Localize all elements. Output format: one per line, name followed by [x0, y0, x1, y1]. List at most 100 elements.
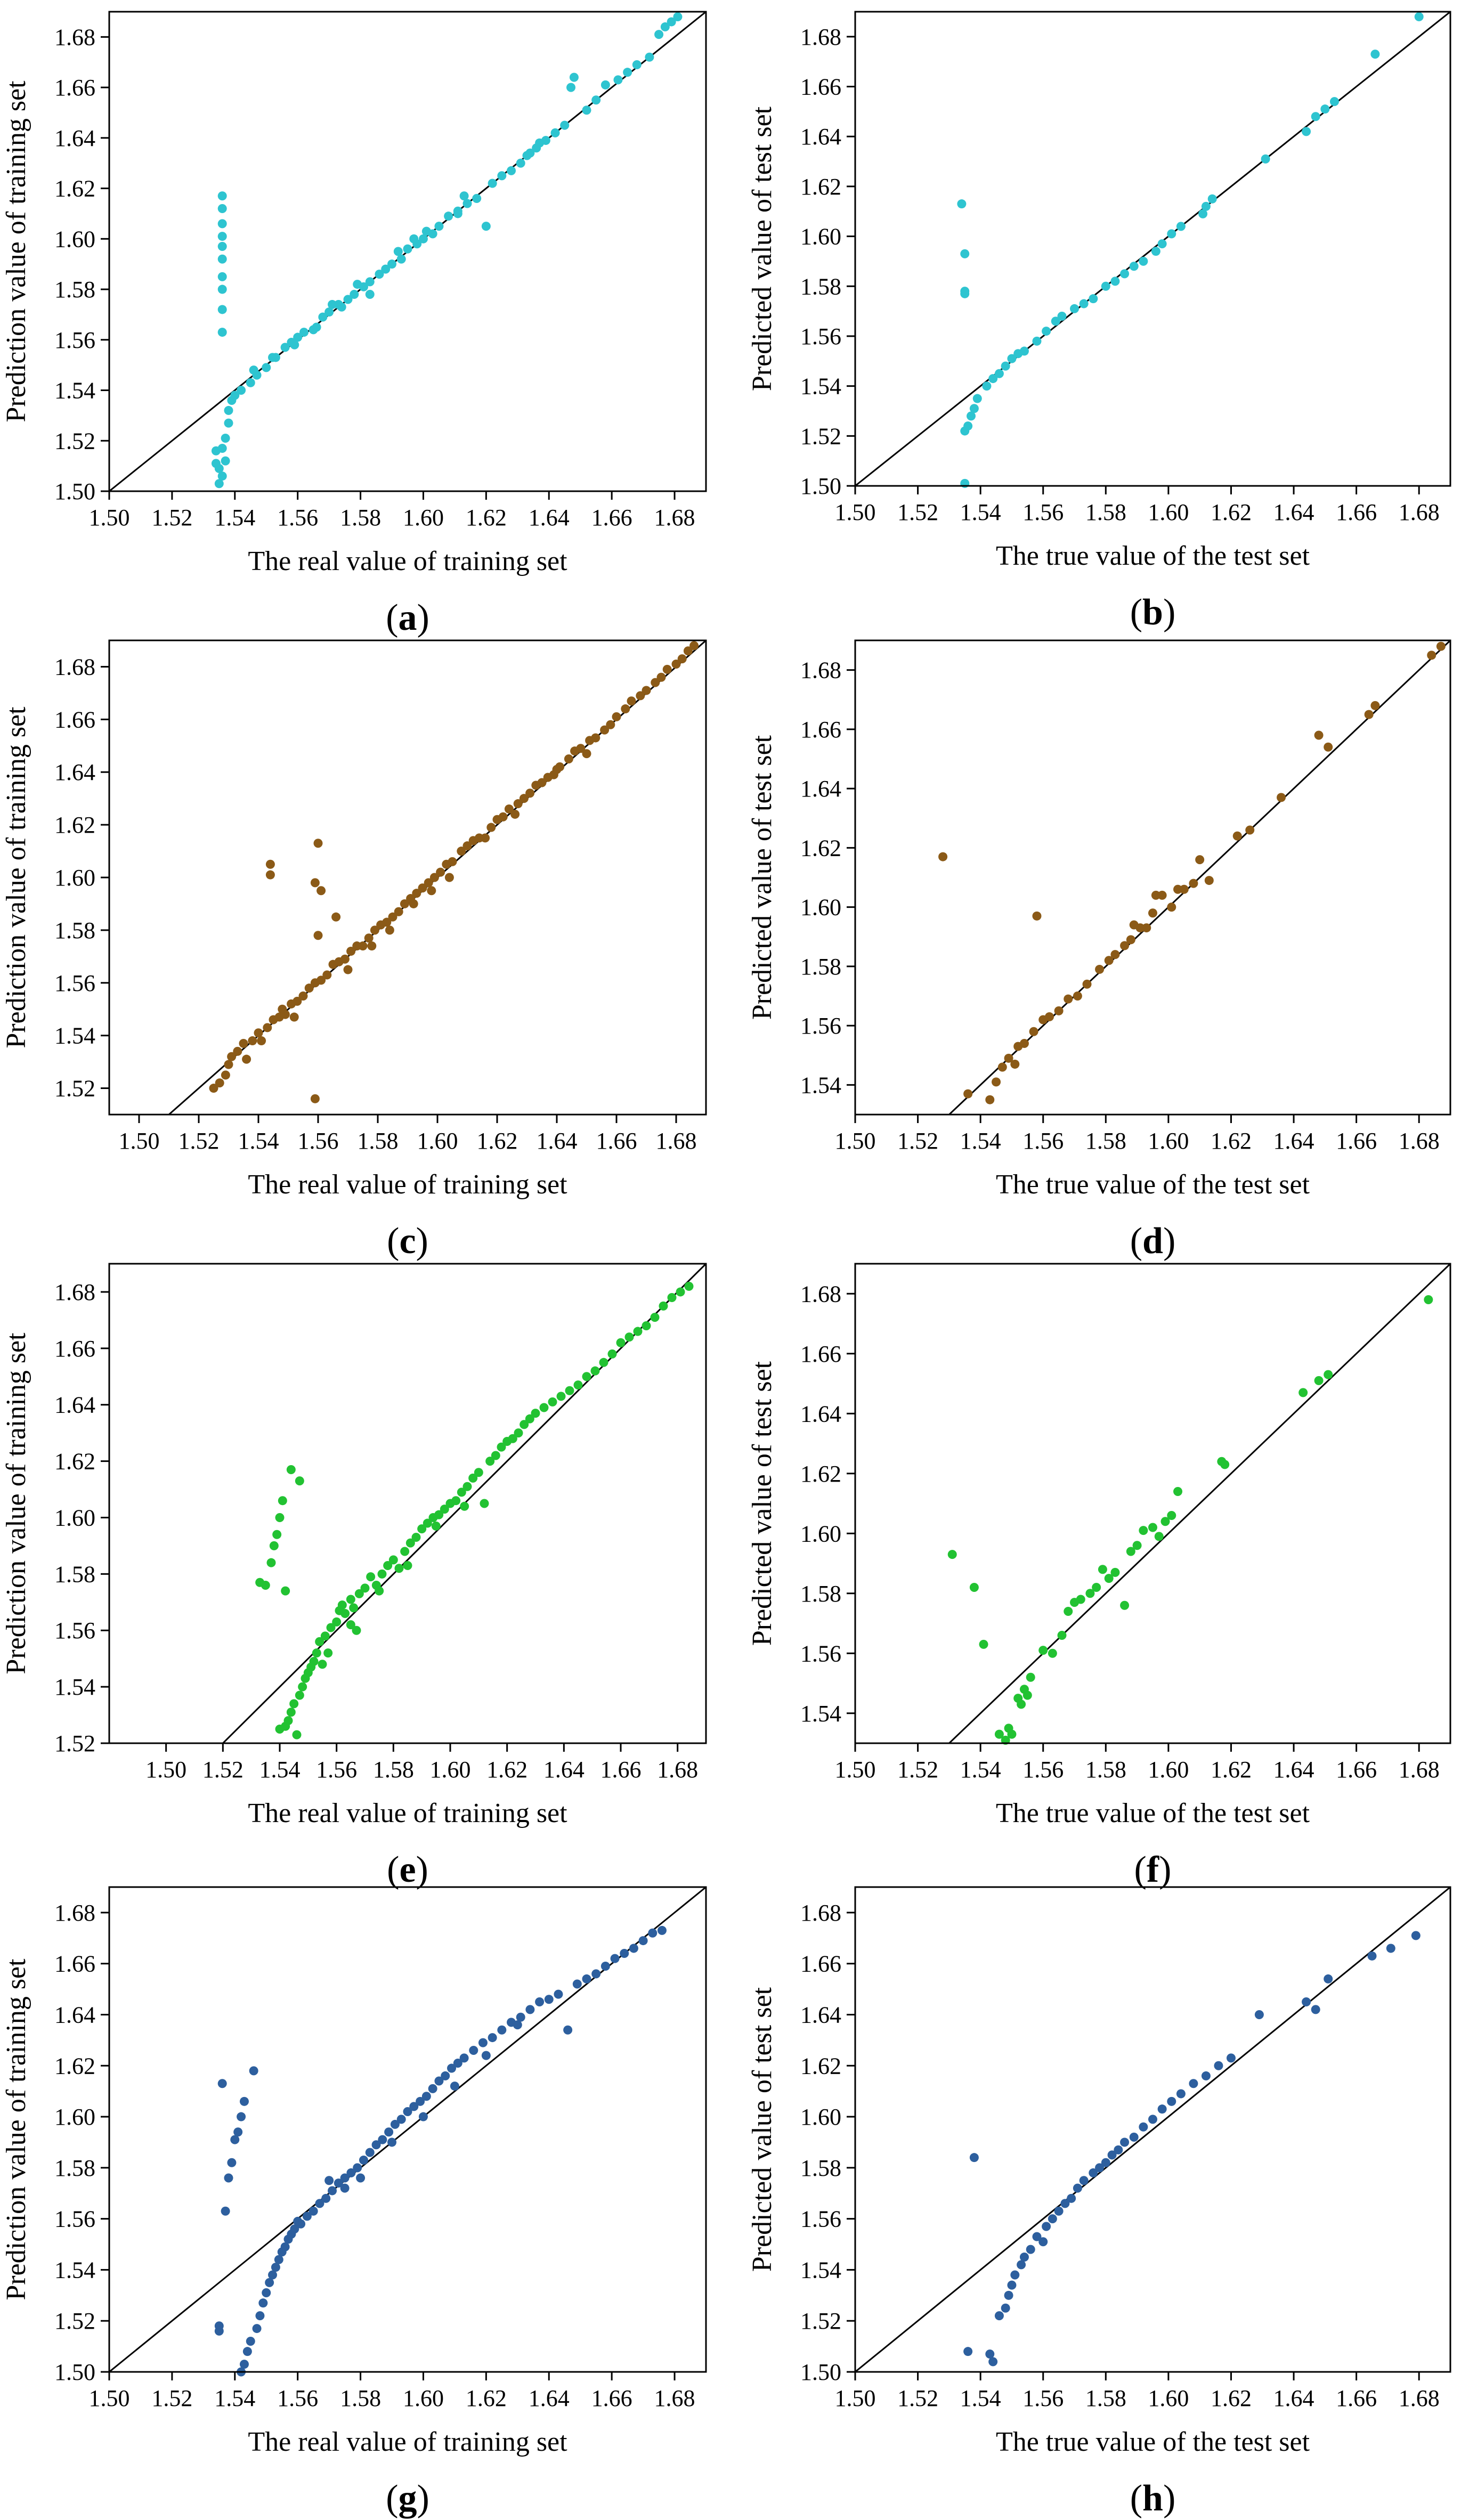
data-point	[1089, 2168, 1098, 2177]
data-point	[393, 247, 403, 256]
data-point	[217, 272, 227, 281]
data-point	[337, 302, 346, 312]
panel-a: 1.50 1.52 1.54 1.56 1.58 1.60 1.62 1.64 1.66 1.68…	[1, 11, 707, 638]
x-tick-label: 1.68	[1399, 499, 1440, 525]
data-point	[299, 328, 309, 337]
data-point	[356, 2173, 366, 2183]
data-point	[310, 878, 320, 888]
data-point	[1107, 2150, 1117, 2160]
data-point	[409, 234, 419, 243]
data-point	[1167, 2096, 1176, 2106]
x-tick-label: 1.64	[1273, 1128, 1314, 1154]
data-point	[979, 1639, 988, 1649]
data-point	[1367, 1951, 1377, 1961]
y-tick-label: 1.58	[800, 954, 841, 980]
data-point	[278, 1004, 287, 1014]
data-point	[310, 1094, 320, 1103]
data-point	[651, 678, 660, 687]
panel-label-open: (	[1130, 2478, 1142, 2519]
data-point	[537, 778, 547, 787]
data-point	[1176, 222, 1186, 231]
data-point	[947, 1550, 957, 1559]
panel-label: (e)	[387, 1849, 428, 1890]
data-point	[516, 158, 525, 168]
data-point	[1232, 831, 1242, 841]
data-point	[481, 2051, 491, 2060]
data-point	[441, 2071, 450, 2080]
data-point	[1167, 903, 1176, 912]
data-point	[217, 191, 227, 201]
y-tick-label: 1.60	[800, 2104, 841, 2130]
panel-label-close: )	[1159, 1849, 1171, 1890]
x-tick-label: 1.60	[403, 2385, 444, 2411]
data-point	[366, 1572, 376, 1582]
data-point	[582, 1974, 591, 1984]
x-tick-label: 1.66	[1336, 1128, 1377, 1154]
panel-f: 1.50 1.52 1.54 1.56 1.58 1.60 1.62 1.64 1.66 1.68…	[747, 1263, 1451, 1890]
y-tick-label: 1.56	[54, 970, 95, 996]
data-point	[1167, 1511, 1176, 1520]
panel-label: (h)	[1130, 2478, 1176, 2519]
x-tick-label: 1.60	[1148, 2385, 1189, 2411]
data-point	[323, 1648, 333, 1658]
data-point	[388, 1555, 398, 1565]
data-point	[211, 446, 221, 456]
data-point	[268, 353, 278, 362]
data-point	[988, 374, 998, 384]
data-point	[480, 1499, 489, 1508]
data-point	[268, 2270, 278, 2280]
data-point	[539, 1403, 549, 1412]
data-point	[591, 1969, 601, 1979]
scatter-points	[947, 1295, 1433, 1745]
data-point	[350, 290, 359, 299]
data-point	[1095, 2163, 1105, 2173]
y-tick-label: 1.68	[800, 657, 841, 684]
data-point	[346, 2168, 356, 2177]
data-point	[1017, 1700, 1026, 1709]
data-point	[612, 712, 621, 721]
x-tick-label: 1.58	[340, 2385, 381, 2411]
y-tick-label: 1.52	[800, 2308, 841, 2334]
data-point	[383, 1560, 393, 1570]
x-tick-label: 1.50	[89, 2385, 130, 2411]
data-point	[576, 744, 586, 753]
data-point	[1073, 991, 1082, 1001]
data-point	[1004, 2290, 1013, 2300]
data-point	[444, 212, 453, 221]
x-tick-label: 1.54	[259, 1757, 301, 1783]
data-point	[230, 391, 240, 400]
data-point	[370, 925, 379, 935]
data-point	[1019, 1039, 1029, 1048]
panel-label-close: )	[416, 1221, 428, 1262]
data-point	[1101, 281, 1110, 291]
data-point	[233, 1046, 242, 1056]
data-point	[488, 178, 497, 188]
data-point	[242, 2347, 252, 2356]
data-point	[387, 2137, 397, 2147]
panel-label-close: )	[417, 2478, 429, 2519]
data-point	[525, 1414, 534, 1424]
data-point	[1064, 994, 1073, 1004]
x-tick-label: 1.50	[835, 2385, 876, 2411]
data-point	[590, 1366, 600, 1376]
data-point	[1329, 97, 1339, 107]
panel-label-close: )	[416, 1849, 428, 1890]
data-point	[1254, 2010, 1264, 2019]
data-point	[1092, 1583, 1101, 1592]
data-point	[1007, 1729, 1017, 1739]
data-point	[1001, 2303, 1010, 2313]
data-point	[472, 194, 482, 204]
data-point	[525, 2005, 535, 2014]
panel-d: 1.50 1.52 1.54 1.56 1.58 1.60 1.62 1.64 1.66 1.68…	[747, 639, 1451, 1262]
y-tick-label: 1.60	[54, 865, 95, 891]
data-point	[1095, 964, 1105, 974]
data-point	[400, 899, 409, 908]
data-point	[349, 1603, 359, 1613]
scatter-points	[209, 641, 699, 1103]
y-axis-title: Prediction value of training set	[1, 1332, 31, 1674]
y-tick-label: 1.64	[800, 1401, 841, 1427]
panel-e: 1.50 1.52 1.54 1.56 1.58 1.60 1.62 1.64 1.66 1.68…	[1, 1263, 707, 1890]
x-tick-label: 1.68	[654, 505, 695, 531]
data-point	[221, 434, 230, 443]
data-point	[516, 2012, 525, 2022]
